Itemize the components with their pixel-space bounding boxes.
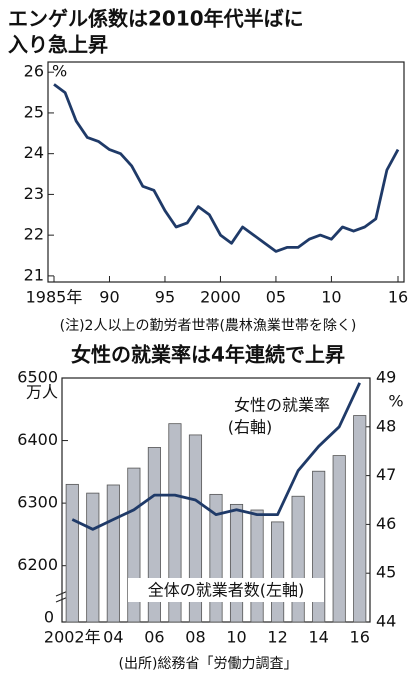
bar xyxy=(65,483,79,623)
y-tick-label: 22 xyxy=(24,225,44,244)
annotation: 女性の就業率 xyxy=(234,396,330,415)
bar xyxy=(271,521,285,623)
y-tick-label: 21 xyxy=(24,265,44,284)
y2-tick-label: 48 xyxy=(376,416,396,435)
bar xyxy=(332,455,346,623)
y-break-label: 0 xyxy=(44,608,54,627)
y-tick-label: 6500 xyxy=(17,368,58,387)
source: (出所)総務省「労働力調査」 xyxy=(119,656,298,672)
y-tick-label: 6300 xyxy=(17,493,58,512)
annotation: 全体の就業者数(左軸) xyxy=(148,581,305,600)
bar xyxy=(353,415,367,623)
bar xyxy=(188,434,203,623)
x-tick-label: 95 xyxy=(155,288,175,307)
data-line xyxy=(71,382,361,531)
note: (注)2人以上の勤労者世帯(農林漁業世帯を除く) xyxy=(60,318,357,334)
y2-tick-label: 46 xyxy=(376,514,396,533)
bar xyxy=(229,503,244,623)
x-tick-label: 16 xyxy=(388,288,408,307)
x-tick-label: 05 xyxy=(266,288,286,307)
x-tick-label: 90 xyxy=(99,288,119,307)
x-tick-label: 10 xyxy=(321,288,341,307)
bar xyxy=(168,423,182,623)
y-unit: 万人 xyxy=(26,383,58,402)
y2-tick-label: 47 xyxy=(376,465,396,484)
x-tick-label: 14 xyxy=(308,628,328,647)
bar xyxy=(291,495,305,623)
x-tick-label: 08 xyxy=(185,628,205,647)
y-tick-label: 23 xyxy=(24,184,44,203)
chart-title: エンゲル係数は2010年代半ばに xyxy=(8,7,304,31)
y-tick-label: 6200 xyxy=(17,555,58,574)
x-tick-label: 10 xyxy=(226,628,246,647)
chart-title: 入り急上昇 xyxy=(8,33,108,57)
x-tick-label: 06 xyxy=(144,628,164,647)
y2-tick-label: 45 xyxy=(376,563,396,582)
x-tick-label: 04 xyxy=(103,628,123,647)
x-tick-label: 2000 xyxy=(200,288,241,307)
y-tick-label: 6400 xyxy=(17,430,58,449)
x-tick-label: 12 xyxy=(267,628,287,647)
x-tick-label: 1985年 xyxy=(26,288,83,307)
y-tick-label: 25 xyxy=(24,102,44,121)
y-tick-label: 24 xyxy=(24,143,44,162)
x-tick-label: 16 xyxy=(350,628,370,647)
bar xyxy=(250,509,264,623)
bar xyxy=(106,484,120,623)
data-line xyxy=(53,83,400,253)
bar xyxy=(86,492,100,623)
y-tick-label: 26 xyxy=(24,62,44,81)
y2-tick-label: 49 xyxy=(376,368,396,387)
annotation-bg xyxy=(128,578,324,602)
plot-frame xyxy=(47,61,405,283)
y2-unit: % xyxy=(388,392,403,411)
annotation: (右軸) xyxy=(228,418,273,437)
chart-title: 女性の就業率は4年連続で上昇 xyxy=(71,343,345,367)
y2-tick-label: 44 xyxy=(376,612,396,631)
y-unit: % xyxy=(52,62,67,81)
x-tick-label: 2002年 xyxy=(44,628,101,647)
